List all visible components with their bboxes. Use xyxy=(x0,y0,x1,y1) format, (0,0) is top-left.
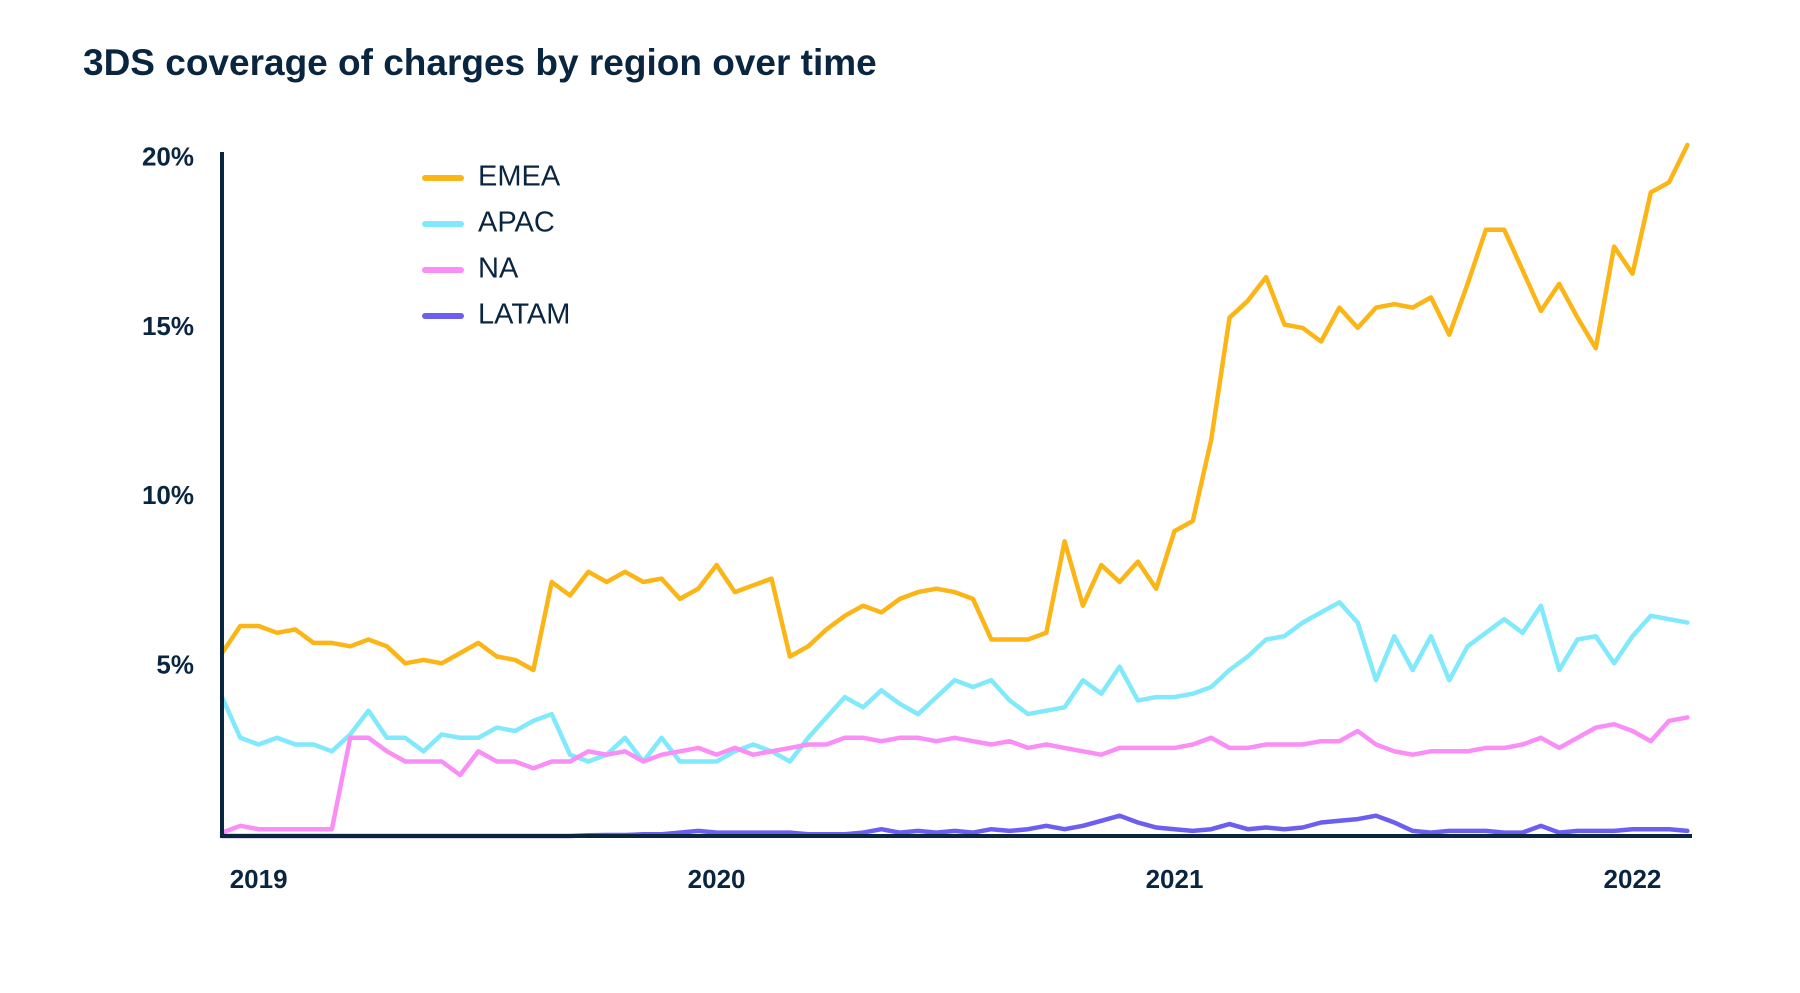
series-line xyxy=(219,600,1690,764)
series-line xyxy=(219,142,1690,673)
y-tick-label: 15% xyxy=(142,311,194,341)
y-tick-label: 5% xyxy=(156,650,194,680)
y-tick-label: 20% xyxy=(142,141,194,171)
legend-label: APAC xyxy=(478,207,555,239)
series-line xyxy=(219,715,1690,835)
y-tick-label: 10% xyxy=(142,480,194,510)
x-tick-label: 2021 xyxy=(1146,864,1204,894)
x-tick-label: 2022 xyxy=(1604,864,1662,894)
series-line xyxy=(219,813,1690,839)
x-tick-label: 2020 xyxy=(688,864,746,894)
x-tick-label: 2019 xyxy=(230,864,288,894)
legend-label: NA xyxy=(478,253,519,285)
legend-label: EMEA xyxy=(478,161,561,193)
chart-title: 3DS coverage of charges by region over t… xyxy=(83,42,877,83)
legend-label: LATAM xyxy=(478,299,570,331)
